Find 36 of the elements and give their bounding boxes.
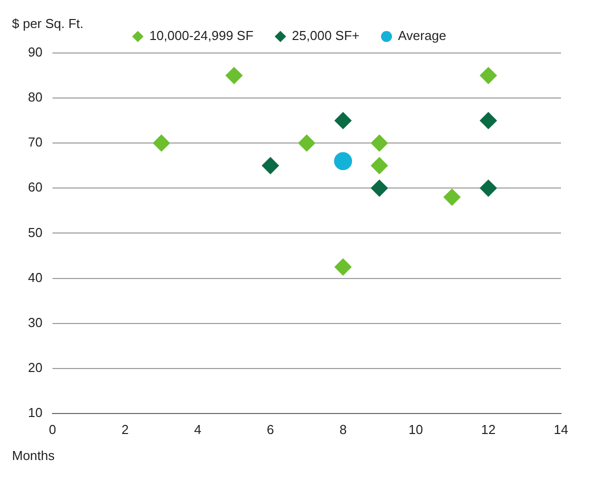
x-tick-label: 14: [554, 422, 568, 437]
point: [370, 134, 388, 152]
legend-label: 25,000 SF+: [292, 28, 360, 44]
y-tick-label: 90: [28, 44, 42, 60]
point: [334, 258, 352, 276]
point: [226, 67, 243, 84]
x-tick-label: 8: [339, 422, 347, 437]
point: [262, 157, 279, 174]
point: [480, 180, 497, 197]
y-tick-label: 70: [28, 134, 42, 150]
point: [370, 157, 388, 174]
x-tick-label: 6: [266, 422, 274, 437]
x-axis-title: Months: [12, 448, 55, 463]
x-tick-label: 0: [48, 422, 56, 437]
x-tick-label: 2: [121, 422, 129, 437]
x-tick-label: 10: [408, 422, 423, 437]
point: [444, 188, 461, 206]
y-axis-title: $ per Sq. Ft.: [12, 16, 84, 31]
y-tick-label: 80: [28, 90, 42, 105]
y-tick-label: 40: [28, 270, 42, 285]
y-tick-label: 30: [28, 314, 42, 330]
legend-label: Average: [398, 28, 446, 44]
legend-label: 10,000-24,999 SF: [149, 28, 254, 44]
x-tick-label: 4: [194, 422, 202, 437]
point: [298, 134, 316, 152]
y-tick-label: 60: [28, 180, 42, 195]
y-tick-label: 50: [28, 224, 42, 240]
point: [480, 112, 497, 130]
point: [334, 152, 352, 170]
y-tick-label: 20: [28, 360, 42, 375]
y-tick-label: 10: [28, 404, 42, 420]
point: [334, 112, 352, 130]
point: [480, 67, 497, 84]
point: [370, 180, 388, 197]
point: [152, 134, 170, 152]
x-tick-label: 12: [481, 422, 496, 437]
